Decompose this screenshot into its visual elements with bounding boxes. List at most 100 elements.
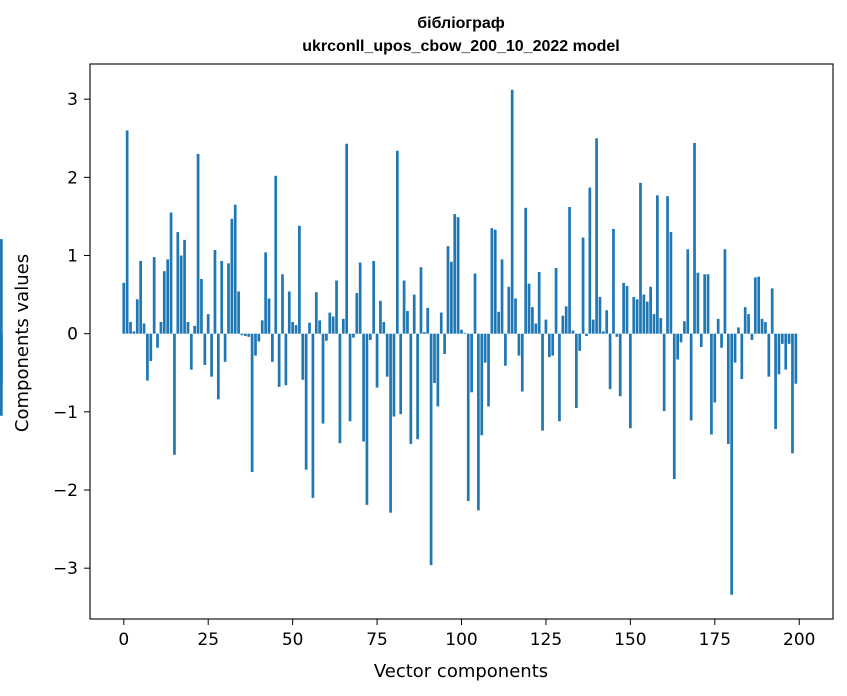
bar-150 [629,333,632,429]
bar-124 [541,333,544,431]
bar-24 [203,333,207,365]
bar-50 [291,321,294,334]
bar-3 [132,331,136,334]
bar-190 [764,321,767,334]
bar-20 [189,333,193,370]
bar-96 [446,246,450,334]
bar-110 [493,229,497,334]
bar-62 [331,316,335,334]
bar-85 [409,333,413,444]
bar-138 [588,187,592,334]
y-axis-ticks: −3 −2 −1 0 1 2 3 [53,90,90,579]
bar-86 [412,294,416,334]
bar-17 [179,255,183,334]
bar-165 [679,333,683,343]
bar-159 [659,318,663,334]
bar-119 [524,207,528,334]
bar-155 [645,301,649,334]
bar-94 [439,312,443,334]
bar-52 [298,225,301,334]
bar-38 [250,333,254,473]
bar-19 [186,321,190,334]
bar-74 [372,260,376,334]
bar-197 [787,333,791,344]
bar-126 [547,333,551,358]
bar-43 [267,298,271,334]
bar-12 [162,271,166,334]
bar-121 [531,307,534,334]
bar-1 [125,130,129,334]
bar-160 [662,333,666,412]
bar-191 [767,333,771,377]
bar-136 [581,237,585,334]
bar-158 [656,195,659,334]
bar-34 [237,291,240,334]
bar-100 [460,329,463,334]
bar-156 [649,286,652,334]
bar-26 [210,333,213,377]
bar-194 [777,333,781,375]
y-tick-label: 3 [67,90,78,110]
bar-23 [200,278,203,334]
bar-95 [443,333,446,354]
bar-102 [466,333,470,501]
bar-186 [750,333,754,340]
bar-78 [385,333,389,377]
x-tick-label: 75 [366,630,388,650]
bar-71 [362,333,365,442]
bar-46 [277,333,281,387]
bar-184 [743,307,747,334]
bar-145 [612,228,615,334]
bar-54 [304,333,308,470]
bar-45 [274,175,278,334]
bar-127 [551,333,555,356]
bar-99 [456,217,460,334]
bar-64 [338,333,342,444]
plot-frame [89,63,834,620]
bar-116 [514,298,517,334]
bar-111 [497,311,500,334]
bar-196 [784,333,788,370]
bar-183 [740,333,744,380]
bar-33 [233,204,237,334]
bar-22 [196,153,200,334]
x-tick-label: 50 [282,630,304,650]
bar-25 [206,314,210,334]
bar-109 [490,228,494,334]
bar-171 [699,333,703,347]
bar-123 [537,271,541,334]
bar-9 [152,257,156,334]
bar-2 [129,321,132,334]
bar-130 [561,315,565,334]
bar-72 [365,333,369,505]
chart-title: бібліограф [417,15,505,32]
bar-128 [554,268,558,334]
bar-106 [480,333,484,436]
x-axis-label: Vector components [374,661,548,682]
bar-180 [730,333,734,595]
bar-169 [693,142,696,334]
bar-80 [392,333,396,417]
bar-75 [375,333,379,388]
bar-134 [574,333,578,408]
bar-175 [713,333,717,403]
bar-30 [223,333,227,362]
bar-13 [166,259,170,334]
bar-44 [271,333,274,362]
bar-4 [135,299,139,334]
bar-18 [183,239,186,334]
bar-82 [399,333,403,415]
bar-87 [416,333,419,440]
bar-163 [672,333,676,480]
chart-subtitle: ukrconll_upos_cbow_200_10_2022 model [302,38,619,55]
bar-140 [595,138,598,334]
bar-195 [780,333,784,344]
bar-125 [544,319,548,334]
bar-41 [260,320,264,334]
bar-161 [666,196,669,334]
bar-147 [618,333,622,397]
bar-55 [308,322,311,334]
bar-91 [429,333,433,566]
bar-105 [477,333,480,511]
bar-142 [601,331,605,334]
